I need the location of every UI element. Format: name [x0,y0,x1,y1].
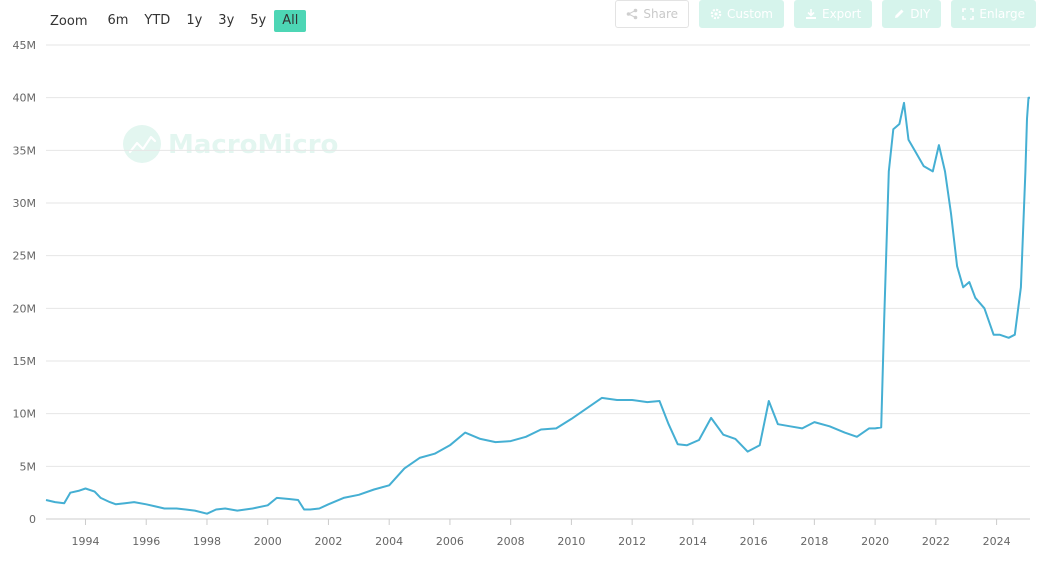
share-button[interactable]: Share [615,0,690,28]
custom-label: Custom [727,7,773,21]
zoom-label: Zoom [50,13,88,29]
macromicro-watermark: MacroMicro [123,125,338,163]
x-tick-label: 2020 [861,535,889,548]
zoom-ytd-button[interactable]: YTD [144,13,171,28]
export-button[interactable]: Export [794,0,873,28]
y-axis-labels: 0 5M 10M 15M 20M 25M 30M 35M 40M 45M [13,39,37,526]
y-tick-label: 20M [13,302,37,315]
zoom-all-button[interactable]: All [274,10,307,32]
x-tick-label: 2012 [618,535,646,548]
x-axis: 1994 1996 1998 2000 2002 2004 2006 2008 2010 2012… [71,519,1011,548]
y-tick-label: 5M [20,460,37,473]
chart-toolbar: Share Custom Export DIY Enlarge [615,0,1036,28]
x-tick-label: 2010 [557,535,585,548]
enlarge-button[interactable]: Enlarge [951,0,1036,28]
x-tick-label: 2002 [314,535,342,548]
x-tick-label: 2014 [679,535,707,548]
zoom-3y-button[interactable]: 3y [218,13,235,28]
diy-label: DIY [910,7,931,21]
y-tick-label: 25M [13,250,37,263]
x-tick-label: 2016 [740,535,768,548]
expand-icon [962,8,975,20]
x-tick-label: 2018 [800,535,828,548]
x-tick-label: 2006 [436,535,464,548]
enlarge-label: Enlarge [979,7,1025,21]
zoom-5y-button[interactable]: 5y [250,13,267,28]
share-icon [627,8,638,20]
x-tick-label: 1996 [132,535,160,548]
pencil-icon [895,9,904,18]
series-layer [45,96,1030,515]
grid-lines [46,44,1030,520]
y-tick-label: 15M [13,355,37,368]
y-tick-label: 10M [13,408,37,421]
x-tick-label: 1998 [193,535,221,548]
y-tick-label: 0 [29,513,36,526]
x-tick-label: 1994 [71,535,99,548]
gear-icon [710,8,722,20]
x-tick-label: 2000 [254,535,282,548]
x-tick-label: 2022 [922,535,950,548]
y-tick-label: 35M [13,144,37,157]
zoom-1y-button[interactable]: 1y [186,13,203,28]
x-tick-label: 2024 [983,535,1011,548]
x-tick-label: 2004 [375,535,403,548]
zoom-selector: Zoom 6m YTD 1y 3y 5y All [50,10,307,32]
y-tick-label: 30M [13,197,37,210]
download-icon [806,9,816,19]
y-tick-label: 40M [13,92,37,105]
y-tick-label: 45M [13,39,37,52]
share-label: Share [643,7,679,21]
zoom-6m-button[interactable]: 6m [107,13,129,28]
series-line-0 [45,96,1030,515]
x-tick-label: 2008 [497,535,525,548]
custom-button[interactable]: Custom [699,0,784,28]
export-label: Export [822,7,862,21]
diy-button[interactable]: DIY [882,0,942,28]
watermark-text: MacroMicro [168,130,338,160]
